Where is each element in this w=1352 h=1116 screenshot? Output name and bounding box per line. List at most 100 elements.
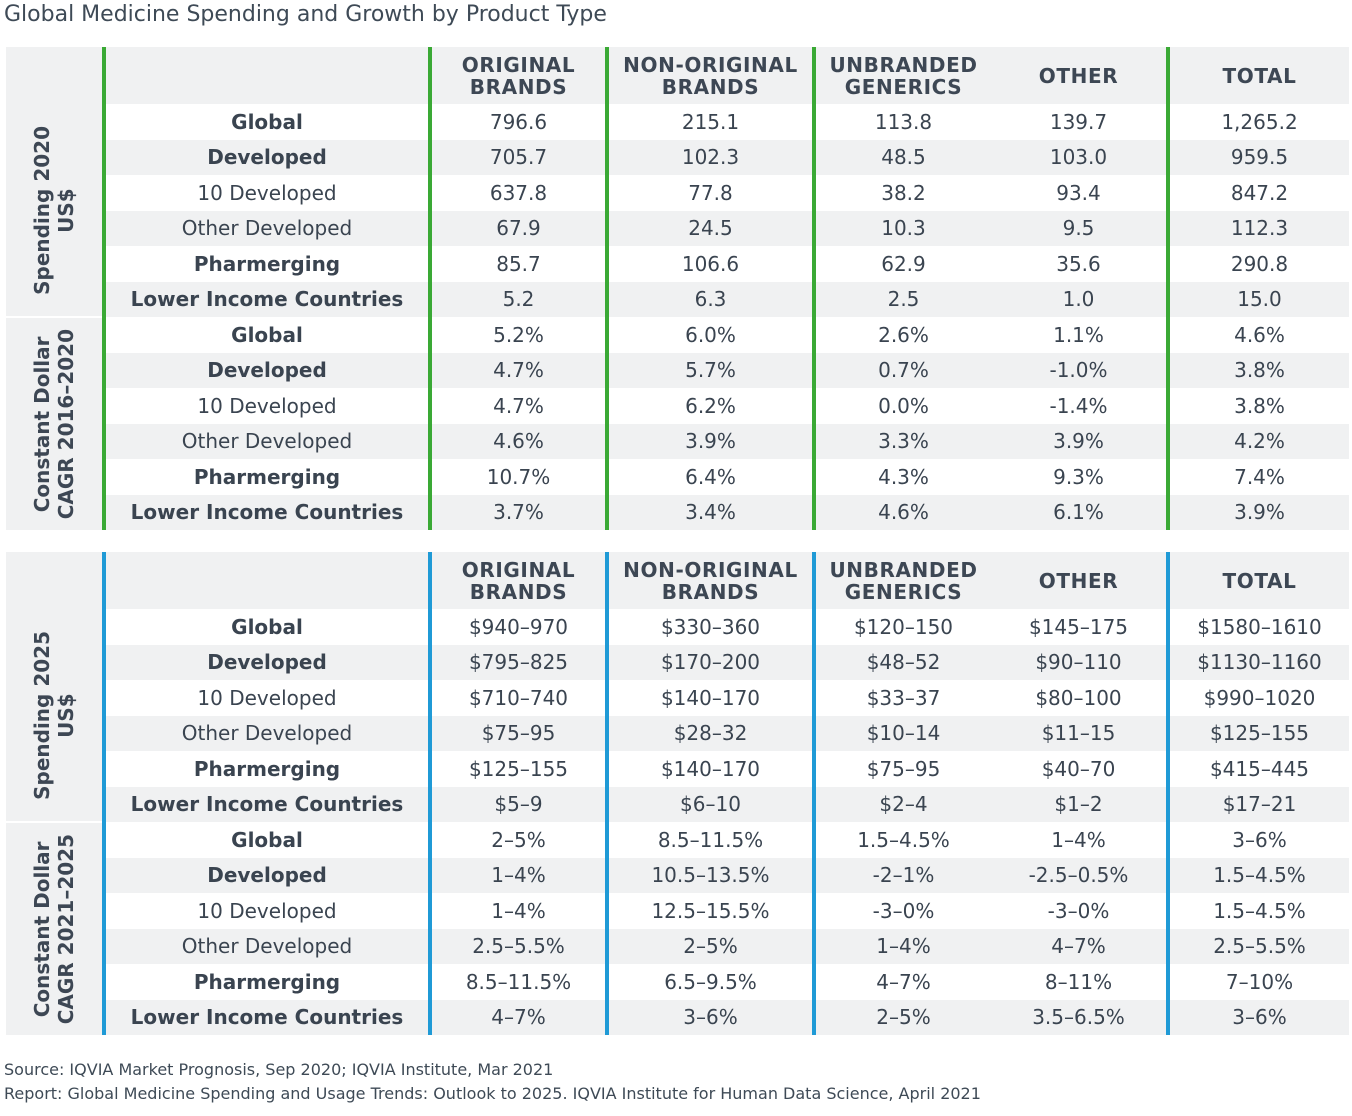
section-label: Spending 2020 US$ xyxy=(6,104,104,317)
row-label: Lower Income Countries xyxy=(102,281,430,317)
column-header-line: NON-ORIGINAL xyxy=(623,52,798,77)
row-label: Other Developed xyxy=(102,715,430,751)
source-note: Source: IQVIA Market Prognosis, Sep 2020… xyxy=(4,1060,554,1079)
row-label: Developed xyxy=(102,352,430,388)
table-row: Developed 1–4% 10.5–13.5% -2–1% -2.5–0.5% 1.5… xyxy=(6,857,1349,893)
table-cell: $120–150 xyxy=(812,609,991,645)
table-cell: 4.7% xyxy=(428,352,607,388)
table-cell: 12.5–15.5% xyxy=(605,893,814,929)
spending-growth-table-2025: ORIGINAL BRANDS NON-ORIGINAL BRANDS UNBRANDE… xyxy=(6,552,1349,1035)
table-cell: $90–110 xyxy=(991,644,1168,680)
table-cell: 9.5 xyxy=(991,210,1168,246)
row-label: Developed xyxy=(102,139,430,175)
column-header-line: ORIGINAL xyxy=(461,52,576,77)
table-cell: $2–4 xyxy=(812,786,991,822)
table-cell: 1.5–4.5% xyxy=(1166,893,1349,929)
table-row: Pharmerging $125–155 $140–170 $75–95 $40–70 $… xyxy=(6,751,1349,787)
row-label: 10 Developed xyxy=(102,175,430,211)
section-label: Constant Dollar CAGR 2016–2020 xyxy=(6,316,104,530)
table-cell: 6.1% xyxy=(991,494,1168,530)
table-row: 10 Developed $710–740 $140–170 $33–37 $80–10… xyxy=(6,680,1349,716)
header-row: ORIGINAL BRANDS NON-ORIGINAL BRANDS UNBRANDE… xyxy=(6,552,1349,609)
table-row: 10 Developed 1–4% 12.5–15.5% -3–0% -3–0% 1.5–… xyxy=(6,893,1349,929)
table-cell: 4.6% xyxy=(1166,317,1349,353)
table-cell: 3.8% xyxy=(1166,388,1349,424)
table-cell: 6.5–9.5% xyxy=(605,964,814,1000)
table-cell: 4.3% xyxy=(812,459,991,495)
table-cell: 3.9% xyxy=(605,423,814,459)
header-corner xyxy=(6,552,104,609)
row-label: Other Developed xyxy=(102,210,430,246)
table-cell: $10–14 xyxy=(812,715,991,751)
table-cell: $33–37 xyxy=(812,680,991,716)
row-label: Pharmerging xyxy=(102,964,430,1000)
table-cell: 6.2% xyxy=(605,388,814,424)
table-row: Constant Dollar CAGR 2016–2020 Global 5.2% 6… xyxy=(6,316,1349,530)
column-header-line: BRANDS xyxy=(661,74,760,99)
table-cell: $75–95 xyxy=(428,715,607,751)
table-cell: 8–11% xyxy=(991,964,1168,1000)
table-cell: 1.0 xyxy=(991,281,1168,317)
section-label-line: US$ xyxy=(54,187,78,233)
table-cell: 5.2% xyxy=(428,317,607,353)
table-cell: -3–0% xyxy=(812,893,991,929)
table-cell: 3.9% xyxy=(1166,494,1349,530)
table-cell: 290.8 xyxy=(1166,246,1349,282)
column-header-line: GENERICS xyxy=(844,579,963,604)
table-row: Spending 2025 US$ Global $940–970 $330–360 $1… xyxy=(6,609,1349,822)
column-header: TOTAL xyxy=(1166,47,1349,104)
table-cell: 10.7% xyxy=(428,459,607,495)
column-header: UNBRANDED GENERICS xyxy=(812,47,991,104)
column-header-line: UNBRANDED xyxy=(829,52,978,77)
table-cell: 1–4% xyxy=(991,822,1168,858)
table-cell: -1.0% xyxy=(991,352,1168,388)
chart-title: Global Medicine Spending and Growth by P… xyxy=(4,2,607,27)
row-label: Global xyxy=(102,104,430,140)
row-label: Global xyxy=(102,822,430,858)
table-cell: 4–7% xyxy=(812,964,991,1000)
header-corner xyxy=(6,47,104,104)
row-label: 10 Developed xyxy=(102,893,430,929)
section-label-line: Spending 2025 xyxy=(30,630,54,800)
table-cell: -1.4% xyxy=(991,388,1168,424)
table-cell: 10.5–13.5% xyxy=(605,857,814,893)
table-cell: 67.9 xyxy=(428,210,607,246)
table-cell: 9.3% xyxy=(991,459,1168,495)
table-row: Other Developed $75–95 $28–32 $10–14 $11–15 $… xyxy=(6,715,1349,751)
report-note: Report: Global Medicine Spending and Usa… xyxy=(4,1084,981,1103)
table-cell: $940–970 xyxy=(428,609,607,645)
table-cell: 15.0 xyxy=(1166,281,1349,317)
row-label: Lower Income Countries xyxy=(102,494,430,530)
table-cell: 3.5–6.5% xyxy=(991,999,1168,1035)
table-cell: $710–740 xyxy=(428,680,607,716)
row-label: Pharmerging xyxy=(102,459,430,495)
table-cell: $795–825 xyxy=(428,644,607,680)
table-cell: 1,265.2 xyxy=(1166,104,1349,140)
table-cell: 637.8 xyxy=(428,175,607,211)
row-label: Lower Income Countries xyxy=(102,999,430,1035)
table-cell: 0.7% xyxy=(812,352,991,388)
table-cell: 4.2% xyxy=(1166,423,1349,459)
section-label-text: Constant Dollar CAGR 2016–2020 xyxy=(30,329,78,519)
table-cell: 7–10% xyxy=(1166,964,1349,1000)
table-cell: 8.5–11.5% xyxy=(428,964,607,1000)
column-header: OTHER xyxy=(991,47,1168,104)
table-cell: 5.2 xyxy=(428,281,607,317)
table-cell: -2.5–0.5% xyxy=(991,857,1168,893)
row-label: Other Developed xyxy=(102,423,430,459)
table-cell: 48.5 xyxy=(812,139,991,175)
table-cell: 2.5–5.5% xyxy=(428,928,607,964)
table-cell: 3.8% xyxy=(1166,352,1349,388)
table-cell: $125–155 xyxy=(428,751,607,787)
column-header: ORIGINAL BRANDS xyxy=(428,47,607,104)
table-cell: $80–100 xyxy=(991,680,1168,716)
table-cell: $75–95 xyxy=(812,751,991,787)
table-cell: 77.8 xyxy=(605,175,814,211)
section-label-text: Spending 2020 US$ xyxy=(30,126,78,295)
table-cell: -3–0% xyxy=(991,893,1168,929)
row-label: Global xyxy=(102,317,430,353)
header-row: ORIGINAL BRANDS NON-ORIGINAL BRANDS UNBRANDE… xyxy=(6,47,1349,104)
row-label: Pharmerging xyxy=(102,751,430,787)
table-cell: 3.7% xyxy=(428,494,607,530)
table-cell: $170–200 xyxy=(605,644,814,680)
